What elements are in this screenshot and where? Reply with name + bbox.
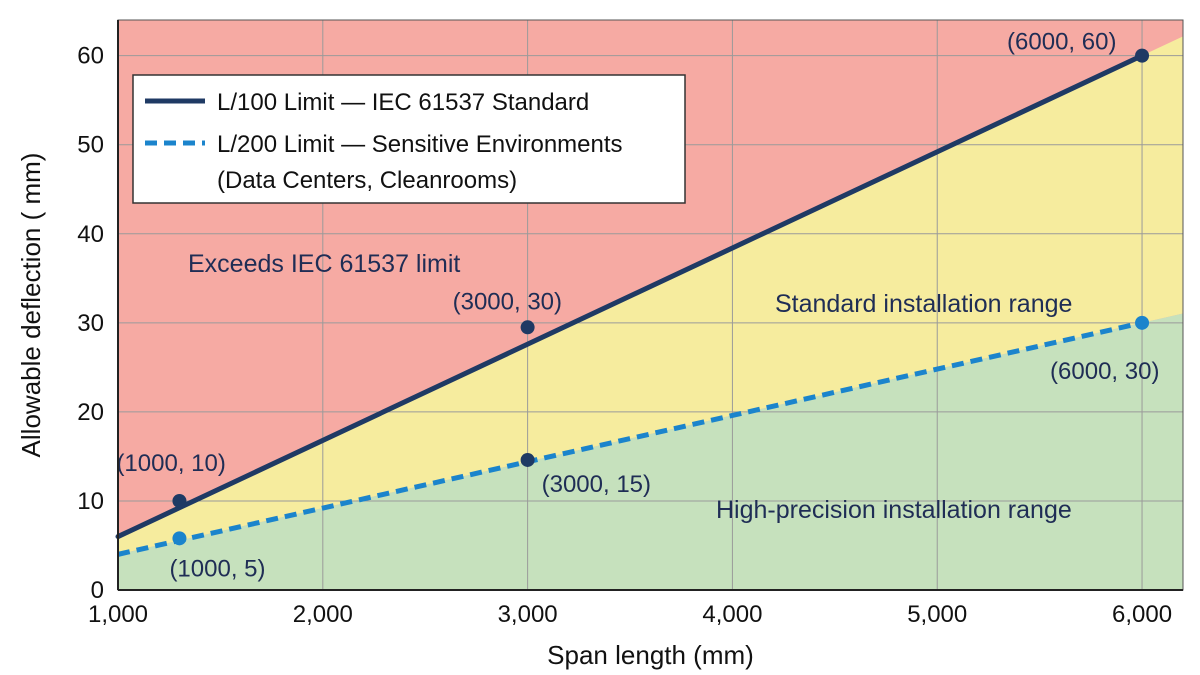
label-l200-6000: (6000, 30) <box>1050 358 1159 385</box>
label-l100-1000: (1000, 10) <box>116 450 225 477</box>
legend: L/100 Limit — IEC 61537 Standard L/200 Li… <box>132 74 686 204</box>
x-tick-label: 3,000 <box>498 601 558 628</box>
series-layer <box>115 53 1145 557</box>
x-tick-label: 6,000 <box>1112 601 1172 628</box>
label-3000-15: (3000, 15) <box>542 471 651 498</box>
legend-label-l100: L/100 Limit — IEC 61537 Standard <box>217 89 589 116</box>
labels-layer: (1000, 10) (3000, 30) (6000, 60) (1000, 5) (… <box>116 29 1159 583</box>
marker-3000-15 <box>520 452 535 467</box>
marker-l100-3000 <box>520 320 535 335</box>
marker-l200-6000 <box>1135 315 1150 330</box>
x-tick-label: 5,000 <box>907 601 967 628</box>
legend-label-l200: L/200 Limit — Sensitive Environments <box>217 131 623 158</box>
region-label-standard: Standard installation range <box>775 290 1072 318</box>
region-high-precision <box>118 313 1183 590</box>
region-standard <box>118 36 1183 555</box>
label-l100-6000: (6000, 60) <box>1007 29 1116 56</box>
y-tick-label: 0 <box>91 577 104 604</box>
region-label-high-precision: High-precision installation range <box>716 496 1072 524</box>
series-line-l100 <box>115 53 1145 540</box>
y-tick-label: 60 <box>77 43 104 70</box>
y-axis-title: Allowable deflection ( mm) <box>16 153 46 458</box>
marker-l100-6000 <box>1135 48 1150 63</box>
y-tick-label: 20 <box>77 399 104 426</box>
x-tick-label: 4,000 <box>702 601 762 628</box>
axes-layer: 1,000 2,000 3,000 4,000 5,000 6,000 0 10 20 30 40 5… <box>16 19 1184 670</box>
label-l100-3000: (3000, 30) <box>453 288 562 315</box>
y-tick-label: 30 <box>77 310 104 337</box>
series-line-l200 <box>117 320 1143 557</box>
x-tick-label: 2,000 <box>293 601 353 628</box>
legend-box <box>132 74 686 204</box>
y-tick-label: 50 <box>77 132 104 159</box>
x-axis-title: Span length (mm) <box>547 640 754 670</box>
y-tick-label: 10 <box>77 488 104 515</box>
marker-l100-1000 <box>172 493 187 508</box>
label-l200-1000: (1000, 5) <box>169 555 265 582</box>
x-tick-label: 1,000 <box>88 601 148 628</box>
region-label-exceeds: Exceeds IEC 61537 limit <box>188 250 460 278</box>
legend-label-l200-line2: (Data Centers, Cleanrooms) <box>217 167 517 194</box>
marker-l200-1000 <box>172 531 187 546</box>
markers-layer <box>172 48 1150 546</box>
y-tick-label: 40 <box>77 221 104 248</box>
